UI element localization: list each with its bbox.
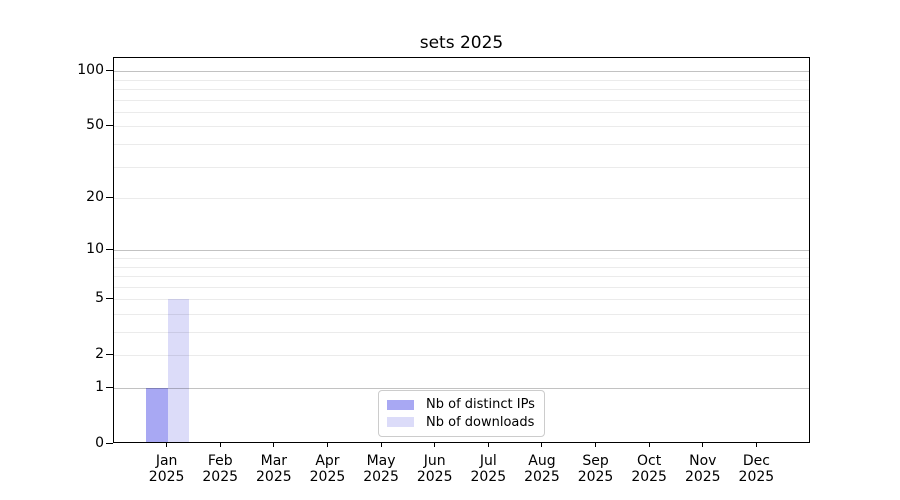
x-tick-label-dec: Dec 2025 <box>728 453 784 485</box>
x-tick-label-year: 2025 <box>363 469 399 485</box>
x-tick-label-year: 2025 <box>738 469 775 485</box>
x-tick-label-month: Apr <box>315 453 340 469</box>
x-tick-label-mar: Mar 2025 <box>246 453 302 485</box>
x-tick-label-aug: Aug 2025 <box>514 453 570 485</box>
x-tick-label-month: Dec <box>742 453 770 469</box>
y-tick-mark-0 <box>106 443 113 444</box>
x-tick-label-year: 2025 <box>470 469 507 485</box>
y-tick-label-1: 1 <box>95 379 104 396</box>
x-tick-label-sep: Sep 2025 <box>568 453 624 485</box>
x-tick-label-year: 2025 <box>631 469 667 485</box>
y-gridline-minor-6 <box>114 286 809 288</box>
plot-inner <box>114 58 809 442</box>
y-tick-mark-20 <box>106 197 113 199</box>
x-tick-mark-jun <box>434 443 436 447</box>
x-tick-label-year: 2025 <box>684 469 721 485</box>
y-gridline-minor-30 <box>114 166 809 168</box>
y-gridline-minor-40 <box>114 144 809 146</box>
y-gridline-minor-3 <box>114 332 809 334</box>
x-tick-label-nov: Nov 2025 <box>675 453 731 485</box>
y-tick-label-0: 0 <box>95 435 104 451</box>
y-tick-mark-5 <box>106 298 113 300</box>
y-gridline-minor-4 <box>114 314 809 315</box>
x-tick-label-year: 2025 <box>202 469 239 485</box>
x-tick-mark-jan <box>166 443 168 447</box>
x-tick-label-month: Aug <box>528 453 556 469</box>
legend: Nb of distinct IPs Nb of downloads <box>378 390 545 437</box>
legend-swatch-distinct-ips <box>387 399 414 410</box>
x-tick-mark-feb <box>219 443 221 447</box>
x-tick-label-year: 2025 <box>256 469 292 485</box>
y-gridline-minor-8 <box>114 266 809 268</box>
bar-nb-of-downloads-jan <box>167 299 190 442</box>
x-tick-label-month: Jun <box>423 453 446 469</box>
x-tick-mark-jul <box>487 443 489 447</box>
x-tick-label-year: 2025 <box>416 469 453 485</box>
x-tick-label-year: 2025 <box>577 469 614 485</box>
y-tick-label-20: 20 <box>86 189 104 206</box>
x-tick-mark-nov <box>702 443 704 447</box>
x-tick-label-may: May 2025 <box>353 453 409 485</box>
y-tick-mark-50 <box>106 125 113 127</box>
x-tick-label-month: May <box>366 453 396 469</box>
y-gridline-minor-50 <box>114 126 809 128</box>
y-gridline-major-100 <box>114 71 809 73</box>
x-tick-label-oct: Oct 2025 <box>621 453 677 485</box>
x-tick-label-month: Nov <box>689 453 717 469</box>
y-gridline-major-1 <box>114 388 809 390</box>
y-tick-mark-2 <box>106 354 113 356</box>
y-gridline-minor-20 <box>114 198 809 200</box>
x-tick-mark-aug <box>541 443 543 447</box>
x-tick-label-year: 2025 <box>309 469 346 485</box>
x-tick-label-month: Sep <box>582 453 609 469</box>
x-tick-label-feb: Feb 2025 <box>192 453 248 485</box>
x-tick-label-jan: Jan 2025 <box>139 453 195 485</box>
x-tick-mark-dec <box>755 443 757 447</box>
y-tick-label-2: 2 <box>95 346 104 363</box>
x-tick-mark-may <box>380 443 382 447</box>
x-tick-label-month: Jan <box>155 453 178 469</box>
y-tick-mark-1 <box>106 387 113 389</box>
legend-item-distinct-ips: Nb of distinct IPs <box>387 397 536 412</box>
y-gridline-minor-2 <box>114 355 809 357</box>
x-tick-label-apr: Apr 2025 <box>299 453 355 485</box>
y-tick-mark-100 <box>106 70 113 72</box>
x-tick-label-month: Oct <box>637 453 662 469</box>
legend-swatch-downloads <box>387 417 414 428</box>
x-tick-mark-oct <box>648 443 650 447</box>
y-gridline-minor-9 <box>114 258 809 260</box>
y-gridline-minor-80 <box>114 89 809 91</box>
x-tick-mark-apr <box>326 443 328 447</box>
legend-item-downloads: Nb of downloads <box>387 415 536 430</box>
plot-area <box>113 57 810 443</box>
x-tick-label-month: Mar <box>260 453 288 469</box>
x-tick-mark-mar <box>273 443 275 447</box>
y-tick-label-5: 5 <box>95 290 104 307</box>
y-gridline-minor-60 <box>114 111 809 113</box>
y-tick-mark-10 <box>106 249 113 251</box>
legend-label-downloads: Nb of downloads <box>426 414 535 430</box>
x-tick-label-year: 2025 <box>148 469 185 485</box>
x-tick-label-jul: Jul 2025 <box>460 453 516 485</box>
y-tick-label-100: 100 <box>77 62 104 79</box>
x-tick-label-month: Feb <box>207 453 233 469</box>
x-tick-label-year: 2025 <box>524 469 560 485</box>
x-tick-label-month: Jul <box>479 453 497 469</box>
y-gridline-minor-90 <box>114 79 809 81</box>
chart-title: sets 2025 <box>419 33 504 53</box>
x-tick-label-jun: Jun 2025 <box>407 453 463 485</box>
x-tick-mark-sep <box>595 443 597 447</box>
y-tick-label-10: 10 <box>86 241 104 258</box>
bar-nb-of-distinct-ips-jan <box>146 388 168 442</box>
legend-label-distinct-ips: Nb of distinct IPs <box>426 397 535 413</box>
y-gridline-minor-70 <box>114 99 809 101</box>
y-tick-label-50: 50 <box>86 117 104 134</box>
y-gridline-minor-5 <box>114 299 809 301</box>
y-gridline-minor-7 <box>114 276 809 278</box>
y-gridline-major-10 <box>114 250 809 252</box>
